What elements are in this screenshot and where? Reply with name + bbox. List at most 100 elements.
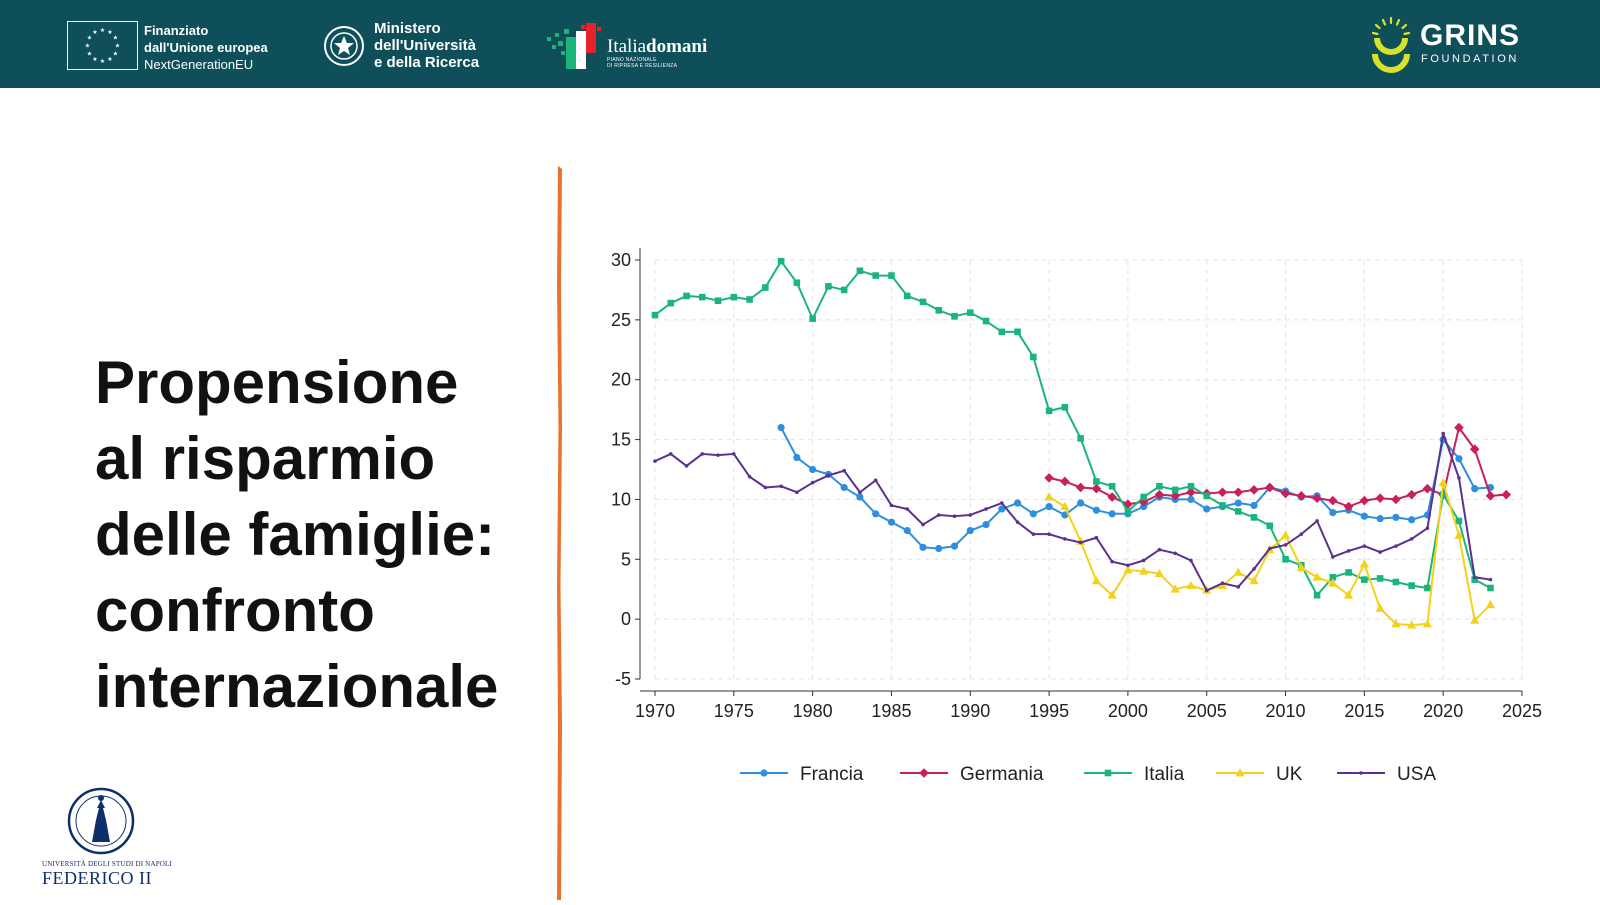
svg-text:★: ★ — [100, 58, 105, 65]
data-point-usa — [842, 468, 846, 473]
svg-text:★: ★ — [113, 35, 118, 42]
data-point-uk — [1454, 530, 1464, 539]
data-point-uk — [1470, 615, 1480, 624]
data-point-usa — [700, 452, 705, 456]
data-point-francia — [950, 542, 959, 550]
data-point-usa — [1378, 550, 1382, 554]
data-point-uk — [1375, 603, 1385, 612]
data-point-francia — [777, 424, 785, 432]
data-point-usa — [968, 513, 973, 517]
data-point-usa — [1472, 575, 1477, 580]
data-point-uk — [1359, 559, 1369, 568]
legend-layer: Francia Germania Italia UK USA — [740, 764, 1436, 785]
data-point-usa — [1394, 544, 1398, 548]
data-point-germania — [1170, 491, 1180, 501]
data-point-germania — [1075, 482, 1086, 493]
data-point-francia — [1329, 508, 1337, 517]
ministry-line3: e della Ricerca — [374, 54, 480, 71]
data-point-italia — [1124, 508, 1132, 515]
data-point-italia — [1108, 482, 1116, 490]
series-line-francia — [780, 427, 1491, 550]
data-point-germania — [1343, 501, 1354, 512]
legend-label-uk: UK — [1276, 764, 1303, 785]
data-point-usa — [1315, 519, 1319, 523]
data-point-italia — [1014, 328, 1021, 336]
data-point-francia — [840, 483, 848, 492]
data-point-germania — [1107, 492, 1117, 502]
data-point-uk — [1123, 565, 1133, 574]
y-tick-label: 0 — [621, 609, 631, 629]
data-point-usa — [716, 453, 720, 457]
data-point-germania — [1454, 422, 1464, 433]
data-point-francia — [1092, 506, 1100, 514]
data-point-italia — [651, 311, 659, 319]
data-point-germania — [1296, 491, 1307, 501]
legend-marker-usa — [1359, 771, 1363, 775]
data-point-francia — [966, 526, 974, 535]
data-point-uk — [1186, 580, 1196, 590]
data-point-germania — [1217, 487, 1228, 498]
data-point-francia — [1471, 485, 1479, 493]
data-point-usa — [858, 490, 862, 495]
data-point-italia — [1424, 584, 1431, 592]
data-point-usa — [1299, 532, 1304, 536]
data-point-francia — [872, 510, 880, 518]
data-point-italia — [746, 296, 753, 303]
data-point-germania — [1359, 495, 1370, 506]
data-point-francia — [1187, 495, 1195, 504]
data-point-usa — [1331, 555, 1335, 559]
data-point-italia — [1077, 435, 1084, 442]
grins-name: GRINS — [1420, 19, 1521, 52]
data-point-uk — [1091, 576, 1101, 585]
svg-text:★: ★ — [92, 29, 97, 36]
svg-text:★: ★ — [92, 56, 97, 63]
italiadomani-subtitle: PIANO NAZIONALE DI RIPRESA E RESILIENZA — [607, 57, 677, 69]
svg-text:★: ★ — [85, 43, 90, 50]
data-point-usa — [1283, 543, 1288, 547]
y-tick-label: 10 — [611, 489, 631, 509]
x-tick-label: 2000 — [1108, 701, 1148, 721]
svg-text:★: ★ — [107, 56, 112, 63]
x-tick-label: 1995 — [1029, 701, 1069, 721]
title-line-5: internazionale — [95, 653, 499, 720]
data-point-uk — [1391, 619, 1401, 628]
data-point-germania — [1060, 476, 1070, 487]
data-point-usa — [905, 507, 910, 511]
data-point-uk — [1328, 578, 1338, 587]
data-point-francia — [982, 520, 990, 529]
eu-line1: Finanziato — [144, 23, 209, 38]
data-point-uk — [1438, 477, 1448, 487]
data-point-italia — [809, 315, 816, 322]
data-point-usa — [1157, 547, 1162, 552]
data-point-uk — [1139, 566, 1149, 575]
x-tick-label: 1975 — [714, 701, 754, 721]
eu-flag-icon: ★ ★ ★ ★ ★ ★ ★ ★ ★ ★ ★ ★ — [67, 21, 138, 70]
data-point-usa — [1110, 559, 1114, 564]
grins-logo-icon — [1370, 16, 1412, 74]
data-point-usa — [1252, 567, 1256, 571]
data-point-usa — [826, 473, 831, 478]
data-point-italia — [1030, 353, 1037, 361]
data-point-usa — [1047, 532, 1051, 536]
data-point-uk — [1044, 492, 1054, 501]
republic-emblem-icon — [322, 22, 366, 70]
data-point-usa — [668, 452, 673, 456]
data-point-italia — [856, 267, 864, 275]
data-point-italia — [935, 306, 943, 314]
data-point-germania — [1249, 485, 1259, 495]
orange-divider — [556, 166, 563, 900]
data-point-francia — [809, 465, 817, 474]
legend-item-usa: USA — [1337, 764, 1436, 785]
data-point-francia — [1376, 514, 1384, 523]
data-point-germania — [1186, 487, 1196, 498]
data-point-usa — [1220, 581, 1225, 586]
data-point-francia — [903, 526, 911, 535]
legend-marker-francia — [760, 769, 768, 777]
x-tick-label: 1990 — [950, 701, 990, 721]
svg-text:★: ★ — [87, 35, 92, 42]
data-point-usa — [1000, 501, 1004, 505]
data-point-usa — [732, 452, 736, 456]
data-point-italia — [1439, 491, 1447, 498]
data-point-usa — [1457, 476, 1461, 480]
legend-item-francia: Francia — [740, 764, 864, 785]
